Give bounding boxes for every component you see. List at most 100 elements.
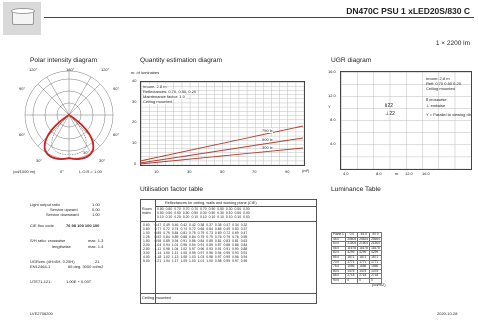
quantity-line-label-300: 300 lx bbox=[262, 145, 273, 150]
util-cell: 0.38 bbox=[214, 223, 222, 227]
util-cell: 0.37 bbox=[206, 223, 213, 227]
ugr-x-tick-16: 16.0 bbox=[422, 171, 430, 176]
util-row: 5.00 1.21 1.04 1.17 1.09 1.03 1.01 1.00 0.98 0.99… bbox=[142, 259, 248, 263]
luminance-title: Luminance Table bbox=[331, 186, 381, 193]
spec-ute-label: UTE71-121: bbox=[30, 279, 52, 284]
ugr-legend-parallel: Y = Parallel to viewing dir. bbox=[426, 112, 472, 117]
quantity-info-2: Reflectances: 0.70, 0.50, 0.20 bbox=[143, 89, 197, 94]
util-footer: Ceiling mounted bbox=[142, 295, 171, 300]
util-refl-row: 0.10 0.10 0.20 0.20 0.10 0.10 0.10 0.10 0.10 0.10… bbox=[156, 215, 251, 219]
quantity-nr-label: nr. of luminaires bbox=[131, 70, 160, 75]
luminance-cell: 0 bbox=[369, 277, 382, 284]
util-cell: 0.50 bbox=[157, 211, 164, 215]
util-cell: 1.03 bbox=[189, 255, 196, 259]
util-cell: 0.20 bbox=[182, 215, 190, 219]
util-cell: 1.02 bbox=[180, 247, 188, 251]
quantity-line-label-750: 750 lx bbox=[262, 128, 273, 133]
util-room-label: Room Index bbox=[142, 207, 152, 216]
util-values-table: 0.60 0.47 0.49 0.46 0.42 0.42 0.38 0.37 0.38 0.47… bbox=[142, 223, 248, 263]
util-cell: 0.75 bbox=[197, 235, 205, 239]
util-refl-table: 0.80 0.80 0.70 0.70 0.70 0.70 0.50 0.50 0.30 0.50… bbox=[156, 207, 251, 219]
util-cell: 0.97 bbox=[197, 251, 205, 255]
ugr-x-tick-12: 12.0 bbox=[405, 171, 413, 176]
util-cell: 0.91 bbox=[214, 247, 222, 251]
util-cell: 1.08 bbox=[180, 255, 188, 259]
util-cell: 0.10 bbox=[157, 215, 164, 219]
util-title: Utilisation factor table bbox=[140, 186, 204, 193]
util-cell: 0.76 bbox=[214, 235, 222, 239]
util-cell: 0.81 bbox=[232, 239, 239, 243]
quantity-x-tick-90: 90 bbox=[285, 169, 290, 174]
util-cell: 0.70 bbox=[182, 207, 190, 211]
util-cell: 0.10 bbox=[165, 215, 173, 219]
util-cell: 0.94 bbox=[171, 239, 179, 243]
ugr-legend-cross: Ⅱ crosswise bbox=[426, 97, 447, 102]
luminance-unit: (cd/m2) bbox=[372, 282, 386, 287]
quantity-y-tick-40: 40 bbox=[132, 78, 137, 83]
util-cell: 0.10 bbox=[208, 215, 216, 219]
util-cell: 0.84 bbox=[163, 235, 170, 239]
footer-date: 2020-10-28 bbox=[437, 311, 458, 316]
util-refl-row: 0.50 0.50 0.50 0.50 0.50 0.30 0.50 0.30 0.10 0.50… bbox=[156, 211, 251, 215]
quantity-x-tick-30: 30 bbox=[187, 169, 192, 174]
util-cell: 1.04 bbox=[154, 243, 162, 247]
util-cell: 0.30 bbox=[217, 211, 224, 215]
util-cell: 0.85 bbox=[206, 239, 213, 243]
util-cell: 0.81 bbox=[180, 231, 188, 235]
util-cell: 0.65 bbox=[214, 227, 222, 231]
util-cell: 0.50 bbox=[208, 211, 216, 215]
polar-angle-left-30: 30° bbox=[36, 158, 43, 163]
util-room-index: 2.00 bbox=[143, 243, 150, 247]
util-cell: 0.98 bbox=[163, 247, 170, 251]
util-body-rule bbox=[141, 221, 316, 222]
util-cell: 0.97 bbox=[189, 247, 196, 251]
util-cell: 0.50 bbox=[165, 211, 173, 215]
ugr-info-2: Refl: 0.70 0.50 0.20 bbox=[426, 81, 461, 86]
quantity-info-1: hroom: 2.8 m bbox=[143, 84, 167, 89]
util-cell: 0.86 bbox=[232, 243, 239, 247]
util-cell: 0.49 bbox=[163, 223, 170, 227]
util-cell: 0.98 bbox=[206, 255, 213, 259]
util-cell: 0.50 bbox=[234, 211, 242, 215]
ugr-marker-2-value: 22 bbox=[389, 111, 395, 117]
quantity-x-tick-70: 70 bbox=[252, 169, 257, 174]
util-cell: 0.89 bbox=[171, 235, 179, 239]
spec-ugr-value: 21 bbox=[95, 259, 100, 264]
spec-down-label: Service downward bbox=[46, 212, 79, 217]
spec-ute-value: 1.00E + 0.00T bbox=[66, 279, 92, 284]
ugr-info-3: Ceiling mounted bbox=[426, 86, 455, 91]
util-cell: 0.50 bbox=[208, 207, 216, 211]
util-cell: 0.98 bbox=[214, 259, 222, 263]
ugr-cross-symbol-icon: Ⅱ bbox=[426, 97, 430, 102]
luminance-angle: 90.0 bbox=[330, 277, 347, 284]
util-cell: 0.69 bbox=[214, 231, 222, 235]
ugr-x-unit: m bbox=[395, 171, 399, 176]
util-cell: 0.80 bbox=[165, 207, 173, 211]
util-cell: 0.79 bbox=[163, 231, 170, 235]
util-cell: 0.32 bbox=[240, 223, 248, 227]
polar-angle-left-90: 90° bbox=[19, 86, 26, 91]
util-row: 4.00 1.18 1.02 1.13 1.08 1.03 1.03 0.98 0.97 0.99… bbox=[142, 255, 248, 259]
util-cell: 0.64 bbox=[206, 227, 213, 231]
spec-cie-label: CIE flux code bbox=[30, 223, 54, 228]
ugr-title: UGR diagram bbox=[331, 57, 372, 64]
util-cell: 0.47 bbox=[240, 231, 248, 235]
util-cell: 0.50 bbox=[232, 227, 239, 231]
util-cell: 0.84 bbox=[240, 243, 248, 247]
util-cell: 1.18 bbox=[154, 255, 162, 259]
polar-angle-top-mid: 180° bbox=[66, 67, 75, 72]
util-room-index: 1.00 bbox=[143, 231, 150, 235]
util-cell: 0.79 bbox=[223, 235, 231, 239]
util-row: 1.25 0.92 0.84 0.89 0.88 0.84 0.75 0.79 0.76 0.79… bbox=[142, 235, 248, 239]
util-cell: 0.94 bbox=[163, 243, 170, 247]
product-photo bbox=[3, 2, 41, 35]
util-cell: 0.77 bbox=[154, 227, 162, 231]
quantity-title: Quantity estimation diagram bbox=[140, 57, 223, 64]
polar-angle-left-60: 60° bbox=[19, 132, 26, 137]
util-cell: 0.63 bbox=[240, 239, 248, 243]
util-room-index: 4.00 bbox=[143, 255, 150, 259]
util-cell: 0.38 bbox=[197, 223, 205, 227]
quantity-y-tick-20: 20 bbox=[132, 119, 137, 124]
util-cell: 0.79 bbox=[206, 235, 213, 239]
util-cell: 0.99 bbox=[223, 259, 231, 263]
